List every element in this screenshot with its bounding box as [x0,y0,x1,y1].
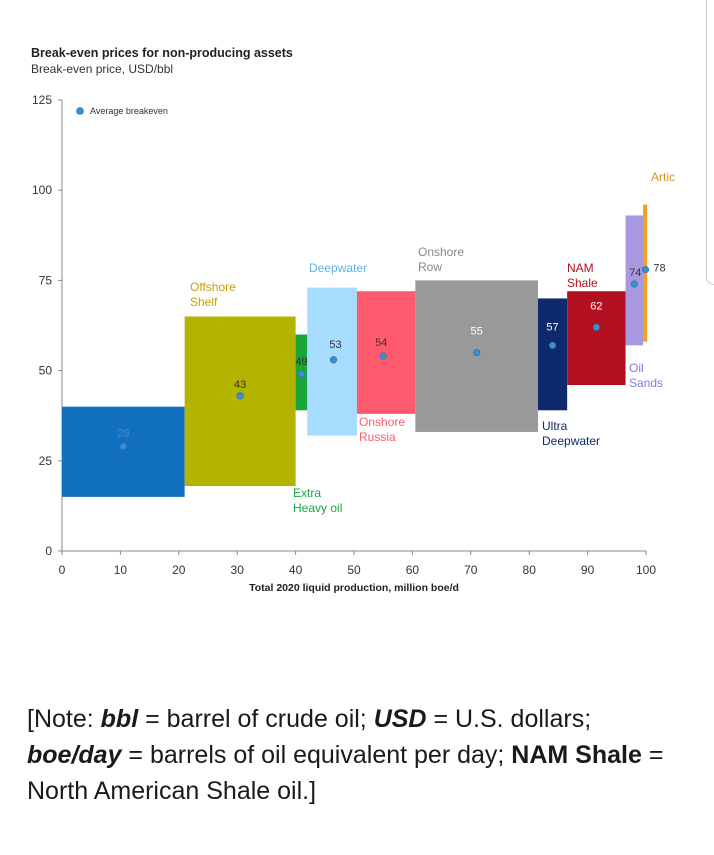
chart-bars [62,204,648,497]
average-dot [592,323,600,331]
value-label: 55 [471,326,483,338]
average-dot [119,442,127,450]
chart-subtitle: Break-even price, USD/bbl [31,62,174,76]
category-label-line: Extra [293,486,321,500]
note-term-boe: boe/day [27,741,122,769]
average-dot [641,265,650,274]
x-axis-label: Total 2020 liquid production, million bo… [249,582,459,594]
note-term-nam: NAM Shale [511,741,642,769]
average-dot [473,348,481,357]
x-tick-label: 0 [59,563,66,577]
x-tick-label: 40 [289,563,303,577]
value-label: 29 [117,427,129,439]
note-open: [Note: [27,705,101,733]
bar [62,406,185,497]
average-dot [297,370,306,378]
value-label: 53 [329,339,341,351]
category-label: Onshore Middle East [72,369,135,398]
value-label: 62 [590,300,602,312]
y-tick-label: 25 [39,454,53,468]
category-label-line: Heavy oil [293,501,342,515]
category-label-line: Onshore [359,415,405,429]
category-label-line: Deepwater [542,434,600,448]
category-label: Onshore Russia [359,415,405,444]
bar [625,215,644,346]
bar [184,316,296,487]
category-label: Ultra Deepwater [542,419,600,448]
category-label: Extra Heavy oil [293,486,342,515]
category-label: Deepwater [309,261,367,275]
value-label: 43 [234,379,246,391]
category-label-line: Offshore [190,280,236,294]
category-label-line: Shelf [190,295,218,309]
legend-dot [76,107,84,115]
value-label: 74 [629,267,641,279]
average-dot [329,356,338,364]
average-dot [236,392,244,400]
category-label-line: Middle East [72,384,135,398]
y-tick-label: 100 [32,183,52,197]
value-label: 49 [295,356,307,368]
category-label-line: Deepwater [309,261,367,275]
bar [415,280,538,432]
category-label-line: Sands [629,376,663,390]
category-label-line: Shale [567,276,598,290]
category-label-line: Onshore [72,369,118,383]
x-tick-label: 50 [347,563,361,577]
category-label: NAM Shale [567,261,598,290]
x-tick-label: 60 [406,563,420,577]
x-tick-label: 30 [231,563,245,577]
footnote: [Note: bbl = barrel of crude oil; USD = … [27,701,687,809]
category-label: Offshore Shelf [190,280,236,309]
note-def-usd: = U.S. dollars; [426,705,592,733]
note-term-usd: USD [373,705,427,733]
category-label: Oil Sands [629,361,663,390]
scroll-edge [706,0,714,285]
chart-legend: Average breakeven [76,106,168,116]
bar [356,291,416,414]
x-tick-label: 20 [172,563,186,577]
average-dot [630,280,638,288]
category-label-line: Onshore [418,245,464,259]
category-label-line: NAM [567,261,594,275]
category-label-line: Row [418,260,442,274]
y-tick-label: 50 [39,364,53,378]
x-tick-label: 90 [581,563,595,577]
bar [567,291,626,386]
bar [537,298,568,411]
category-label-line: Russia [359,430,396,444]
breakeven-chart: 0 25 50 75 100 125 0 10 20 30 40 50 60 70 80 90 100 Total… [32,93,675,594]
category-label-line: Artic [651,170,675,184]
x-tick-label: 10 [114,563,128,577]
chart-title: Break-even prices for non-producing asse… [31,46,293,60]
value-label: 54 [375,337,387,349]
category-label: Artic [651,170,675,184]
x-tick-label: 70 [464,563,478,577]
note-def-boe: = barrels of oil equivalent per day; [121,741,512,769]
average-dot [379,352,387,360]
x-tick-label: 100 [636,563,656,577]
category-label: Onshore Row [418,245,464,274]
legend-label: Average breakeven [90,106,168,116]
y-tick-label: 0 [45,544,52,558]
note-term-bbl: bbl [100,705,139,733]
y-tick-label: 75 [39,273,53,287]
chart-axes: 0 25 50 75 100 125 0 10 20 30 40 50 60 70 80 90 100 Total… [32,93,656,594]
value-label: 78 [653,263,665,275]
note-def-bbl: = barrel of crude oil; [138,705,374,733]
note-def-nam: = North American Shale oil.] [27,741,664,805]
value-label: 57 [546,321,558,333]
category-label-line: Ultra [542,419,568,433]
bar [643,204,648,342]
category-label-line: Oil [629,361,644,375]
average-dot [548,341,557,349]
x-tick-label: 80 [523,563,537,577]
y-tick-label: 125 [32,93,52,107]
